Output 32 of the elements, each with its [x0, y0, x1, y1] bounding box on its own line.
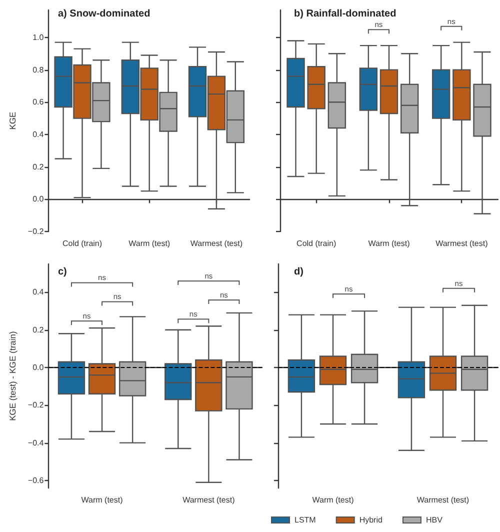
- y-tick-label: 0.0: [32, 194, 44, 204]
- legend-label: HBV: [426, 516, 444, 524]
- y-tick-label: 1.0: [32, 32, 44, 42]
- x-tick-label: Warmest (test): [182, 496, 236, 504]
- x-tick-label: Cold (train): [296, 239, 336, 248]
- y-tick-label: 0.0: [32, 363, 44, 372]
- y-tick-label: −0.4: [28, 438, 44, 448]
- x-tick-label: Warmest (test): [190, 239, 243, 248]
- chart-title: b) Rainfall-dominated: [294, 8, 396, 20]
- y-tick-label: 0.6: [32, 98, 44, 107]
- legend-label: Hybrid: [359, 516, 382, 524]
- y-tick-label: 0.4: [32, 130, 44, 139]
- y-tick-label: 0.2: [32, 162, 44, 172]
- y-tick-label: 0.2: [32, 325, 44, 334]
- legend-label: LSTM: [294, 516, 316, 524]
- y-tick-label: 0.8: [32, 65, 44, 74]
- y-axis-title: KGE: [8, 111, 18, 130]
- y-tick-label: 0.4: [32, 288, 44, 297]
- y-tick-label: −0.6: [28, 476, 44, 485]
- x-tick-label: Warm (test): [81, 496, 124, 504]
- chart-title: a) Snow-dominated: [58, 8, 150, 20]
- y-tick-label: −0.2: [28, 227, 44, 236]
- y-tick-label: −0.2: [28, 400, 44, 410]
- x-tick-label: Warm (test): [312, 496, 354, 504]
- x-tick-label: Cold (train): [62, 239, 102, 248]
- x-tick-label: Warm (test): [128, 239, 170, 248]
- chart-title: c): [58, 266, 67, 278]
- y-axis-title: KGE (test) - KGE (train): [8, 330, 18, 421]
- chart-title: d): [294, 266, 304, 278]
- x-tick-label: Warm (test): [368, 239, 410, 248]
- x-tick-label: Warmest (test): [416, 496, 470, 504]
- x-tick-label: Warmest (test): [436, 239, 488, 248]
